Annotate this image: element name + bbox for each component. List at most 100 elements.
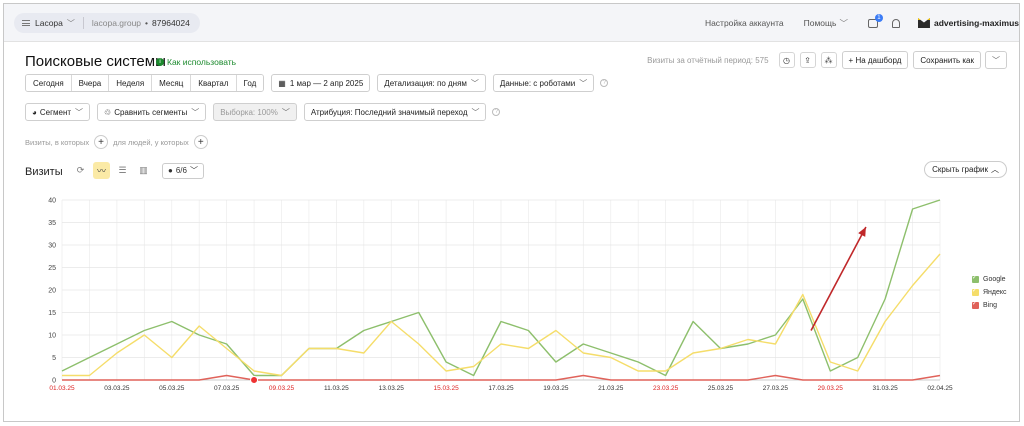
messages-icon[interactable]: 1 [867,13,883,28]
segment-label: Сегмент [39,107,72,117]
checkbox-icon [972,274,979,283]
notification-badge: 1 [874,13,883,22]
sample-select[interactable]: Выборка: 100% ﹀ [213,103,297,121]
series-count: 6/6 [175,166,187,175]
compare-label: Сравнить сегменты [114,107,188,117]
x-tick-label: 13.03.25 [379,385,405,392]
x-tick-label: 03.03.25 [104,385,130,392]
x-tick-label: 21.03.25 [598,385,624,392]
calendar-icon: ▦ [278,78,286,88]
period-today-button[interactable]: Сегодня [26,75,72,91]
how-to-use-link[interactable]: i Как использовать [156,57,236,67]
x-tick-label: 29.03.25 [818,385,844,392]
segment-button[interactable]: ◕ Сегмент ﹀ [25,103,91,121]
x-tick-label: 31.03.25 [872,385,898,392]
period-quick-buttons: Сегодня Вчера Неделя Месяц Квартал Год [25,74,265,92]
compare-icon: ♲ [104,107,112,117]
y-tick-label: 30 [48,243,56,250]
x-tick-label: 19.03.25 [543,385,569,392]
period-quarter-button[interactable]: Квартал [191,75,237,91]
legend-label: Google [983,276,1006,283]
refresh-icon[interactable]: ⟳ [76,165,85,175]
page-title: Поисковые системы [25,53,166,70]
series-line-1 [62,253,941,377]
add-people-condition-button[interactable]: + [193,135,208,149]
data-robots-select[interactable]: Данные: с роботами ﹀ [492,74,595,92]
account-logo-icon [917,18,930,28]
chevron-down-icon: ﹀ [281,107,290,117]
y-tick-label: 20 [48,288,56,295]
period-yesterday-button[interactable]: Вчера [71,75,110,91]
counter-name: Lacopa [35,18,63,28]
checkbox-icon [972,287,979,296]
x-tick-label: 09.03.25 [269,385,295,392]
clock-icon[interactable]: ◷ [778,52,795,68]
help-icon[interactable]: ? [492,108,501,116]
checkbox-icon [972,300,979,309]
legend-item-bing[interactable]: Bing [972,300,1007,309]
x-tick-label: 02.04.25 [927,385,953,392]
line-chart-icon[interactable]: 〰 [93,162,110,179]
chart-title: Визиты [25,166,63,178]
series-selector[interactable]: ● 6/6 ﹀ [162,162,204,179]
chevron-down-icon: ﹀ [579,78,588,88]
chevron-down-icon: ﹀ [992,55,1000,65]
y-tick-label: 0 [52,378,56,385]
chart-legend: Google Яндекс Bing [972,274,1007,315]
save-options-button[interactable]: ﹀ [985,51,1007,69]
stacked-chart-icon[interactable]: ☰ [118,165,127,175]
legend-label: Bing [983,302,998,309]
counter-id: 87964024 [152,18,190,28]
data-robots-label: Данные: с роботами [499,78,576,88]
y-tick-label: 10 [48,333,56,340]
app-window: Lacopa ﹀ lacopa.group • 87964024 Настрой… [3,3,1020,422]
menu-icon [22,20,30,26]
y-tick-label: 40 [48,198,56,205]
top-right-menu: Настройка аккаунта Помощь ﹀ 1 advertising… [705,4,1019,42]
bar-chart-icon[interactable]: ▥ [139,165,148,175]
add-to-dashboard-button[interactable]: + На дашборд [841,51,909,69]
visits-line-chart: 0 5 10 15 20 25 30 35 40 01.03.25 03.03.25 05.03.25… [48,198,953,393]
date-range-label: 1 мар — 2 апр 2025 [289,78,364,88]
detail-select[interactable]: Детализация: по дням ﹀ [377,74,486,92]
account-settings-link[interactable]: Настройка аккаунта [704,18,784,28]
share-icon[interactable]: ⁂ [820,52,837,68]
for-people-label: для людей, у которых [113,137,189,147]
chevron-down-icon: ﹀ [470,78,479,88]
chevron-down-icon: ﹀ [191,107,200,117]
bell-icon[interactable] [891,18,900,28]
save-as-button[interactable]: Сохранить как [913,51,981,69]
chevron-down-icon: ﹀ [189,166,198,175]
account-name[interactable]: advertising-maximus [933,18,1019,28]
compare-segments-button[interactable]: ♲ Сравнить сегменты ﹀ [97,103,207,121]
chevron-down-icon: ﹀ [471,107,480,117]
chevron-down-icon: ﹀ [839,18,848,28]
period-year-button[interactable]: Год [236,75,264,91]
visits-where-label: Визиты, в которых [25,137,90,147]
annotation-arrow [810,226,867,331]
annotation-arrow-head [858,227,866,237]
attribution-select[interactable]: Атрибуция: Последний значимый переход ﹀ [303,103,487,121]
period-row: Сегодня Вчера Неделя Месяц Квартал Год ▦… [25,74,609,92]
add-visit-condition-button[interactable]: + [94,135,109,149]
counter-selector[interactable]: Lacopa ﹀ lacopa.group • 87964024 [14,13,200,33]
help-icon[interactable]: ? [600,79,609,87]
chevron-down-icon: ﹀ [66,18,75,28]
x-tick-label: 15.03.25 [433,385,459,392]
legend-item-google[interactable]: Google [972,274,1007,283]
help-menu[interactable]: Помощь ﹀ [804,17,848,29]
period-month-button[interactable]: Месяц [152,75,192,91]
how-to-use-label: Как использовать [167,57,237,67]
period-week-button[interactable]: Неделя [109,75,153,91]
divider [82,17,84,29]
hide-chart-button[interactable]: Скрыть график ︿ [924,161,1007,178]
export-icon[interactable]: ⇪ [799,52,816,68]
x-tick-label: 07.03.25 [214,385,240,392]
y-tick-label: 35 [48,220,56,227]
date-range-picker[interactable]: ▦ 1 мар — 2 апр 2025 [271,74,371,92]
x-tick-label: 17.03.25 [488,385,514,392]
detail-label: Детализация: по дням [384,78,467,88]
visits-period-note: Визиты за отчётный период: 575 [647,55,769,65]
legend-item-yandex[interactable]: Яндекс [972,287,1007,296]
conditions-row: Визиты, в которых + для людей, у которых… [25,135,213,149]
